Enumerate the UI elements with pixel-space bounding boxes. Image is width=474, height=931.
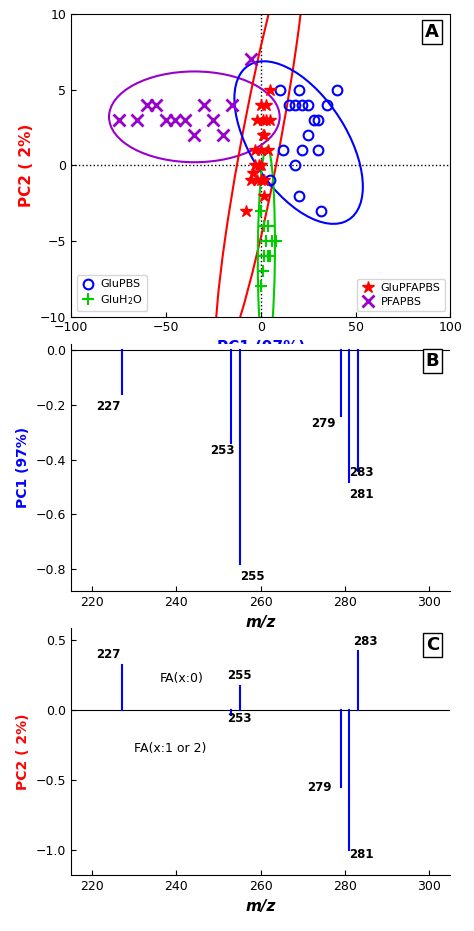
Y-axis label: PC2 ( 2%): PC2 ( 2%)	[19, 124, 34, 207]
X-axis label: PC1 (97%): PC1 (97%)	[217, 340, 305, 355]
Y-axis label: PC1 (97%): PC1 (97%)	[16, 427, 30, 508]
Text: C: C	[426, 636, 439, 654]
Text: 279: 279	[307, 781, 331, 794]
Text: 281: 281	[349, 488, 374, 501]
Text: 253: 253	[227, 712, 252, 725]
Y-axis label: PC2 ( 2%): PC2 ( 2%)	[16, 713, 30, 790]
Text: 283: 283	[349, 466, 374, 479]
Text: 255: 255	[240, 570, 264, 583]
Text: 283: 283	[354, 635, 378, 648]
X-axis label: m/z: m/z	[246, 898, 276, 913]
Text: 255: 255	[227, 668, 252, 681]
Text: FA(x:0): FA(x:0)	[160, 671, 203, 684]
Text: 227: 227	[96, 400, 121, 413]
Text: 279: 279	[311, 417, 336, 430]
Text: 253: 253	[210, 444, 235, 457]
X-axis label: m/z: m/z	[246, 614, 276, 629]
Text: 281: 281	[349, 848, 374, 861]
Text: A: A	[425, 23, 439, 41]
Text: FA(x:1 or 2): FA(x:1 or 2)	[134, 742, 207, 755]
Text: 227: 227	[96, 648, 121, 661]
Text: B: B	[425, 352, 439, 370]
Legend: GluPFAPBS, PFAPBS: GluPFAPBS, PFAPBS	[357, 278, 445, 311]
